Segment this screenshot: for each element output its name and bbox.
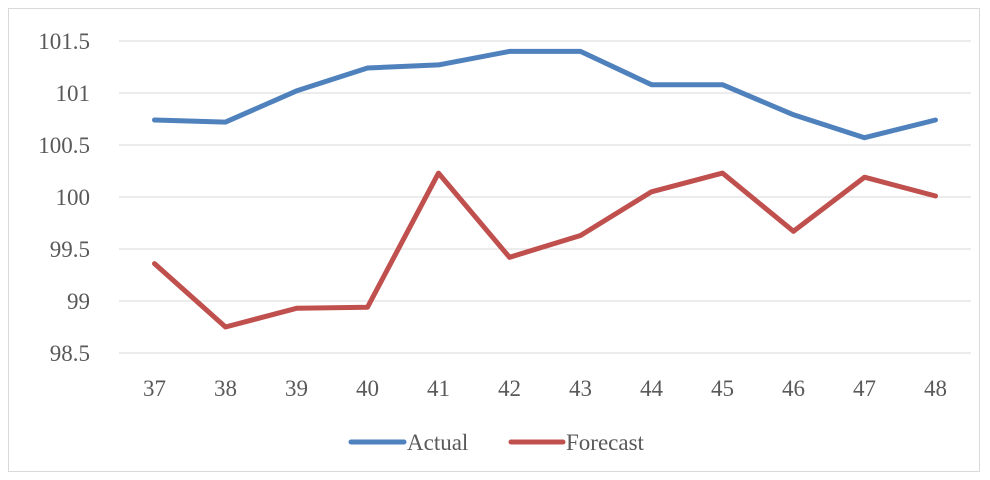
x-tick-label: 40 [356,376,379,401]
x-tick-label: 38 [214,376,237,401]
y-tick-label: 100 [56,185,91,210]
y-tick-label: 100.5 [38,133,90,158]
x-tick-label: 48 [924,376,947,401]
x-tick-label: 43 [569,376,592,401]
x-tick-label: 42 [498,376,521,401]
y-tick-label: 101 [56,81,91,106]
y-axis: 98.5 99 99.5 100 100.5 101 101.5 [38,29,90,366]
series-line-forecast [152,170,938,330]
line-chart: 98.5 99 99.5 100 100.5 101 101.5 37 38 39 40 41 42 4… [38,29,971,455]
x-tick-label: 45 [711,376,734,401]
x-tick-label: 44 [640,376,664,401]
x-axis: 37 38 39 40 41 42 43 44 45 46 47 48 [143,376,947,401]
x-tick-label: 47 [853,376,876,401]
y-tick-label: 101.5 [38,29,90,54]
y-tick-label: 98.5 [50,341,90,366]
series-lines [152,48,938,330]
x-tick-label: 37 [143,376,166,401]
gridlines [119,40,971,354]
legend-label-actual: Actual [407,430,468,455]
legend: Actual Forecast [348,430,645,455]
x-tick-label: 39 [285,376,308,401]
series-line-actual [152,48,938,141]
chart-area: 98.5 99 99.5 100 100.5 101 101.5 37 38 39 40 41 42 4… [8,8,980,472]
x-tick-label: 46 [782,376,805,401]
y-tick-label: 99.5 [50,237,90,262]
y-tick-label: 99 [67,289,90,314]
legend-label-forecast: Forecast [566,430,645,455]
x-tick-label: 41 [427,376,450,401]
